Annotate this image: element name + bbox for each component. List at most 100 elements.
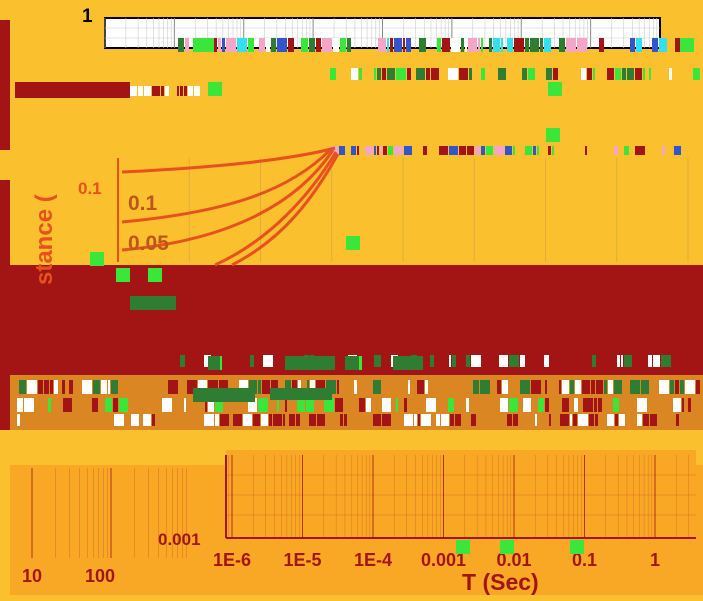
x-tick-label: 1E-4: [354, 550, 392, 570]
noise-bar: [226, 38, 236, 52]
middle-y-tick-0.1: 0.1: [78, 179, 102, 198]
noise-bar: [248, 38, 254, 52]
noise-bar: [262, 380, 270, 394]
left-dark-strip: [0, 20, 10, 150]
noise-bar: [165, 86, 169, 96]
noise-bar: [459, 146, 466, 158]
noise-bar: [184, 86, 187, 96]
noise-bar: [592, 355, 596, 367]
noise-bar: [322, 38, 332, 52]
noise-bar: [466, 398, 469, 412]
noise-bar: [144, 86, 151, 96]
noise-bar: [441, 414, 449, 426]
noise-bar: [404, 146, 412, 158]
noise-bar: [577, 38, 587, 52]
noise-bar: [431, 68, 439, 80]
noise-bar: [269, 414, 272, 426]
noise-bar: [455, 414, 461, 426]
noise-bar: [652, 38, 658, 52]
noise-bar: [347, 38, 351, 52]
noise-bar: [473, 380, 479, 394]
noise-bar: [471, 355, 481, 367]
noise-bar: [297, 398, 305, 412]
noise-bar: [277, 38, 287, 52]
noise-bar: [607, 414, 614, 426]
noise-bar: [243, 414, 252, 426]
noise-bar: [682, 398, 684, 412]
marker-square: [570, 540, 584, 554]
noise-bar: [394, 38, 402, 52]
noise-bar: [540, 38, 543, 52]
noise-bar: [599, 38, 604, 52]
noise-bar: [501, 38, 503, 52]
curve-label-0.05: 0.05: [128, 232, 169, 255]
noise-bar: [390, 38, 393, 52]
noise-bar: [560, 414, 569, 426]
noise-bar: [220, 414, 229, 426]
noise-bar: [481, 146, 485, 158]
noise-bar: [62, 380, 65, 394]
noise-bar: [188, 86, 193, 96]
noise-bar: [236, 355, 242, 367]
lower-left-plot-panel: 10 100: [10, 465, 190, 586]
noise-bar: [239, 380, 248, 394]
noise-bar: [604, 380, 607, 394]
noise-bar: [218, 38, 221, 52]
lower-left-x-tick-10: 10: [22, 566, 42, 586]
noise-bar: [436, 414, 440, 426]
noise-bar: [538, 398, 544, 412]
noise-bar: [673, 398, 681, 412]
noise-bar: [365, 146, 373, 158]
noise-bar: [382, 398, 391, 412]
noise-bar: [425, 380, 428, 394]
noise-bar: [219, 380, 228, 394]
noise-bar: [261, 414, 268, 426]
noise-bar: [670, 380, 674, 394]
noise-bar: [199, 355, 203, 367]
noise-bar: [417, 380, 424, 394]
middle-y-axis-label: stance (: [31, 194, 58, 285]
dark-band-top-row: [15, 82, 130, 98]
noise-bar: [619, 414, 625, 426]
noise-bar: [380, 146, 382, 158]
lower-right-y-tick-0.001: 0.001: [158, 530, 201, 549]
artifact-markers: [90, 38, 694, 554]
noise-bar: [478, 38, 480, 52]
marker-square: [456, 540, 470, 554]
noise-bar: [19, 380, 26, 394]
noise-bar: [382, 68, 386, 80]
noise-bar: [373, 414, 381, 426]
noise-bar: [624, 146, 629, 158]
noise-bar: [387, 38, 389, 52]
noise-bar: [465, 38, 467, 52]
noise-bar: [24, 398, 34, 412]
x-tick-label: 0.1: [572, 550, 597, 570]
noise-bar: [546, 68, 552, 80]
noise-bar: [630, 38, 635, 52]
noise-bar: [509, 398, 518, 412]
marker-square: [500, 540, 514, 554]
noise-bar: [614, 146, 618, 158]
noise-bar: [339, 146, 345, 158]
noise-bar: [374, 355, 381, 367]
curve-2: [121, 148, 332, 224]
noise-bar: [237, 38, 247, 52]
noise-bar: [513, 146, 515, 158]
noise-bar: [351, 68, 358, 80]
noise-bar: [621, 355, 623, 367]
noise-bar: [607, 68, 614, 80]
noise-bar: [383, 146, 387, 158]
noise-bar: [180, 86, 183, 96]
noise-bar: [289, 414, 295, 426]
noise-bar: [459, 68, 468, 80]
left-dark-strip-2: [0, 180, 10, 430]
noise-bar: [17, 414, 20, 426]
noise-bar: [93, 380, 100, 394]
noise-bar: [285, 398, 287, 412]
noise-bar: [507, 38, 513, 52]
noise-bar: [152, 86, 160, 96]
noise-bar: [448, 398, 454, 412]
noise-bar: [408, 380, 410, 394]
noise-bar: [530, 38, 539, 52]
noise-bar: [525, 146, 532, 158]
